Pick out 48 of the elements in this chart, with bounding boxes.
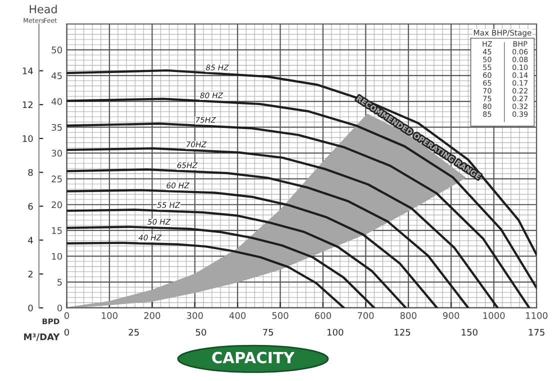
x-tick-label: 700 [358,312,374,320]
y-tick-label: 0 [57,304,62,312]
y2-tick-label: 14 [22,68,33,74]
x-tick-label: 800 [400,312,416,320]
x-tick-label: 900 [443,312,460,320]
line-series [66,242,346,308]
y2-tick-label: 8 [28,169,33,176]
line-series [66,189,438,308]
y-tick-label: 10 [52,252,62,260]
x-tick-label: 600 [315,312,331,320]
x2-tick-label: 75 [263,328,274,336]
x-tick-label: 200 [144,312,160,320]
y-tick-label: 40 [52,98,62,105]
x2-tick-label: 100 [328,328,344,336]
y-tick-label: 20 [52,201,62,208]
chart-title: Head [30,4,57,14]
x-tick-label: 300 [186,312,203,320]
x2-tick-label: 50 [196,328,206,336]
line-series [66,226,376,308]
x2-tick-label: 125 [394,328,410,336]
line-series [66,98,537,289]
y-tick-label: 25 [52,176,62,182]
y2-tick-label: 0 [28,304,33,312]
y-tick-label: 50 [52,46,62,54]
y2-tick-label: 10 [22,135,33,142]
y-tick-label: 30 [52,150,62,157]
line-series [66,208,407,308]
y-tick-label: 35 [52,124,62,131]
x-tick-label: 1000 [483,312,505,320]
x-tick-label: 400 [229,312,246,320]
x2-tick-label: 25 [128,328,139,336]
y2-tick-label: 6 [28,202,33,210]
line-series [66,69,537,256]
x2-tick-label: 0 [64,328,69,336]
x2-tick-label: 150 [462,328,478,336]
x2-tick-label: 175 [528,328,544,336]
x2-axis-title: M³/DAY [24,333,60,341]
y-tick-label: 5 [58,278,62,286]
x-tick-label: 100 [102,312,118,320]
text: CAPACITY [212,352,295,364]
y-tick-label: 45 [52,72,62,80]
x-tick-label: 1100 [526,312,548,320]
y2-tick-label: 12 [22,101,32,108]
x-tick-label: 500 [272,312,288,320]
y2-tick-label: 2 [28,270,32,278]
y-tick-label: 15 [52,227,62,234]
x-tick-label: 0 [64,312,69,320]
y2-tick-label: 4 [28,236,33,244]
